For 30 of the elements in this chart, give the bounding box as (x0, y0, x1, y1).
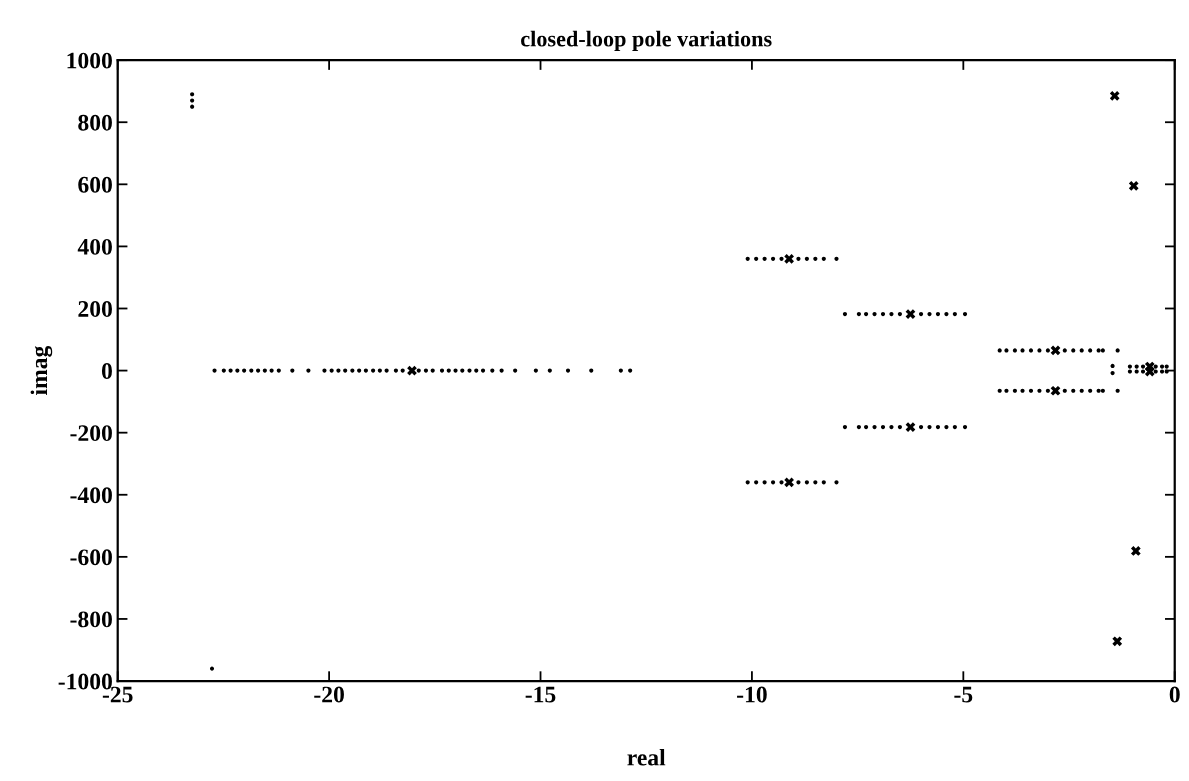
x-tick-label: -10 (737, 686, 767, 703)
y-tick-label: 400 (77, 238, 112, 255)
point (1144, 366, 1155, 377)
y-tick-label: 200 (78, 300, 112, 317)
point (1050, 345, 1061, 356)
point (905, 309, 916, 319)
y-tick-label: 1000 (67, 52, 112, 69)
x-axis-title: real (627, 748, 666, 766)
point (905, 422, 916, 432)
y-tick-label: 0 (101, 363, 112, 380)
chart-title: closed-loop pole variations (521, 30, 772, 51)
point (784, 253, 794, 264)
y-tick-label: 800 (78, 114, 112, 131)
x-tick-label: -15 (525, 686, 556, 703)
y-axis-title: imag (30, 345, 53, 395)
y-tick-label: 600 (78, 176, 112, 193)
x-tick-label: -5 (954, 686, 973, 703)
point (1130, 546, 1141, 556)
y-tick-label: -600 (70, 549, 112, 566)
y-tick-label: -200 (70, 425, 112, 442)
point (1050, 385, 1061, 396)
y-tick-label: -800 (70, 611, 112, 628)
x-tick-label: 0 (1169, 686, 1180, 703)
point (1109, 90, 1120, 101)
point (784, 477, 794, 488)
point (1112, 636, 1123, 647)
x-tick-label: -20 (314, 686, 344, 703)
y-tick-label: -400 (70, 487, 112, 504)
point (407, 365, 417, 376)
point (1128, 181, 1139, 191)
